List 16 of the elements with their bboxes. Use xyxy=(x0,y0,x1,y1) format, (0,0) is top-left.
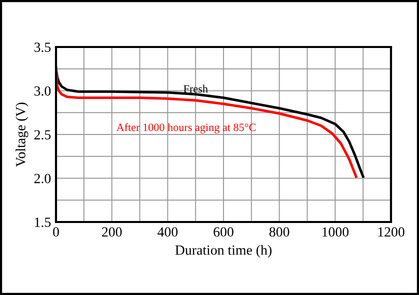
y-axis-title: Voltage (V) xyxy=(16,102,28,167)
x-tick-label: 1000 xyxy=(322,227,349,237)
y-tick-label: 2.0 xyxy=(34,174,51,184)
y-tick-label: 3.0 xyxy=(34,86,51,96)
y-tick-label: 3.5 xyxy=(34,42,51,52)
x-tick-label: 0 xyxy=(53,227,59,237)
x-tick-label: 800 xyxy=(269,227,290,237)
x-tick-label: 1200 xyxy=(378,227,404,237)
series-label: After 1000 hours aging at 85°C xyxy=(116,123,256,134)
y-tick-label: 2.5 xyxy=(34,130,51,140)
series-label: Fresh xyxy=(184,84,208,93)
x-tick-label: 600 xyxy=(214,227,234,237)
x-tick-label: 200 xyxy=(102,227,122,237)
x-tick-label: 400 xyxy=(158,227,178,237)
y-tick-label: 1.5 xyxy=(35,218,51,228)
x-axis-title: Duration time (h) xyxy=(175,245,272,258)
